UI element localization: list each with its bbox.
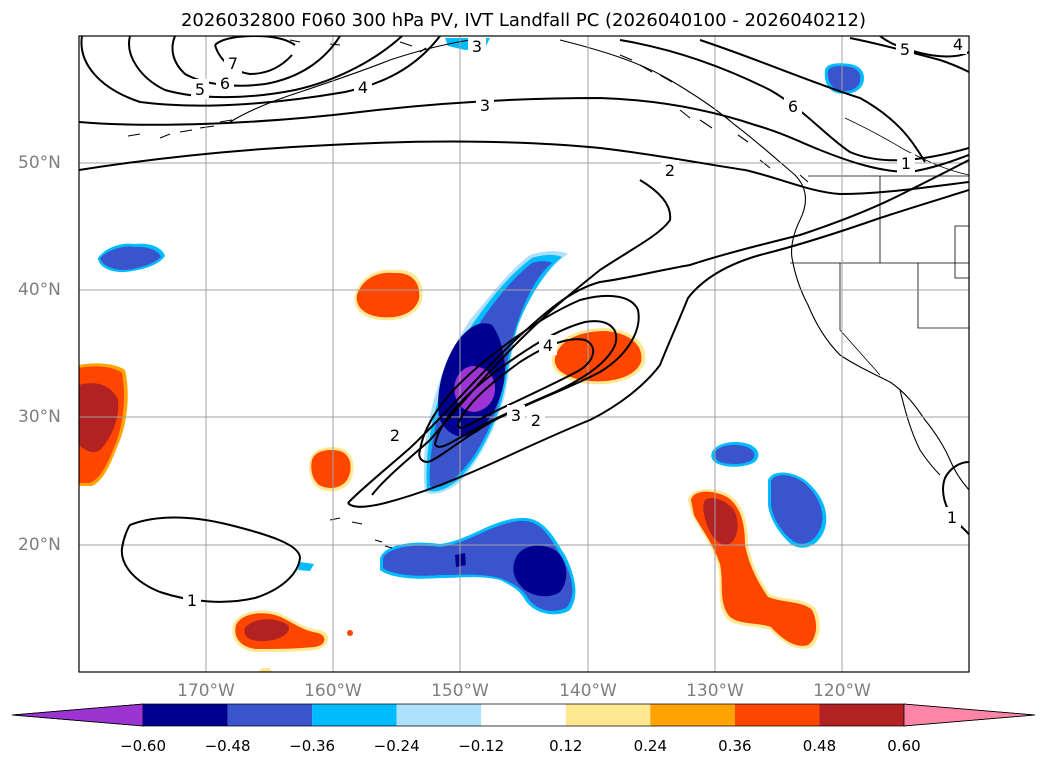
contour-label: 2 xyxy=(390,426,400,445)
positive-anomaly-dot xyxy=(347,630,353,636)
us-west-coast xyxy=(791,219,969,491)
contour-label: 2 xyxy=(665,161,675,180)
lon-tick-label: 140°W xyxy=(559,681,617,701)
colorbar-tick-label: −0.24 xyxy=(373,737,420,755)
alaska-islands xyxy=(619,54,809,183)
contour-label: 5 xyxy=(900,40,910,59)
negative-anomaly-ne xyxy=(827,66,861,92)
positive-anomaly-center xyxy=(554,331,642,382)
contour-label: 4 xyxy=(543,336,553,355)
contour-1 xyxy=(371,179,672,496)
contour-label: 1 xyxy=(947,508,957,527)
lon-tick-label: 130°W xyxy=(686,681,744,701)
colorbar-bin xyxy=(481,704,566,726)
positive-anomaly-edge xyxy=(258,668,272,672)
gridlines xyxy=(79,36,969,672)
contour-label: 3 xyxy=(472,37,482,56)
lat-tick-label: 20°N xyxy=(18,535,61,555)
lon-tick-label: 160°W xyxy=(304,681,362,701)
state-borders xyxy=(790,176,969,376)
contour-4 xyxy=(849,37,969,73)
contour-5-ne xyxy=(879,36,969,58)
contour-label: 1 xyxy=(901,154,911,173)
negative-anomaly-small xyxy=(298,562,314,571)
colorbar-bin xyxy=(312,704,397,726)
map-panel: 7 6 5 4 3 2 1 6 5 4 3 2 4 3 xyxy=(79,35,969,672)
colorbar-tick-label: 0.36 xyxy=(718,737,752,755)
contour-label: 2 xyxy=(531,411,541,430)
positive-anomaly-s xyxy=(311,450,351,488)
contour-7 xyxy=(214,36,296,46)
contour-7 xyxy=(214,44,293,76)
alaska-coast xyxy=(229,39,471,123)
contour-label: 5 xyxy=(195,80,205,99)
contour-5 xyxy=(699,39,926,163)
contour-label: 3 xyxy=(480,96,490,115)
colorbar-extend-high xyxy=(903,703,1036,727)
political-borders xyxy=(790,117,969,376)
canada-interior xyxy=(844,117,969,176)
colorbar-tick-label: 0.24 xyxy=(633,737,668,755)
contour-2 xyxy=(79,140,746,171)
bc-coast xyxy=(559,39,806,221)
lat-tick-label: 40°N xyxy=(18,280,61,300)
baja xyxy=(899,389,941,476)
contour-1-sw xyxy=(120,516,302,603)
contour-1-se xyxy=(942,461,969,536)
contour-label: 6 xyxy=(788,97,798,116)
contour-label: 7 xyxy=(228,54,238,73)
colorbar-tick-label: 0.12 xyxy=(549,737,583,755)
contour-label: 6 xyxy=(220,74,230,93)
contour-labels: 7 6 5 4 3 2 1 6 5 4 3 2 4 3 xyxy=(183,35,967,610)
colorbar-tick-label: 0.48 xyxy=(802,737,837,755)
lon-tick-label: 150°W xyxy=(431,681,489,701)
colorbar-tick-label: −0.12 xyxy=(458,737,505,755)
colorbar-tick-label: −0.48 xyxy=(204,737,251,755)
lon-tick-label: 120°W xyxy=(813,681,871,701)
contour-label: 3 xyxy=(511,406,521,425)
colorbar-bin xyxy=(227,704,313,726)
contour-5 xyxy=(128,36,403,99)
colorbar-bin xyxy=(143,704,228,726)
positive-anomaly-w-core xyxy=(79,383,119,453)
contour-4 xyxy=(80,36,441,107)
contour-1 xyxy=(347,189,969,508)
negative-anomaly-east2 xyxy=(771,475,823,544)
negative-anomaly-nw xyxy=(100,246,161,270)
positive-anomaly-e-core xyxy=(703,498,738,546)
colorbar-tick-label: 0.60 xyxy=(887,737,921,755)
colorbar-bin xyxy=(396,704,482,726)
colorbar-bin xyxy=(734,704,820,726)
contour-4 xyxy=(457,338,595,430)
positive-anomaly-sw-core xyxy=(244,619,289,642)
contour-1 xyxy=(347,159,969,504)
contour-label: 4 xyxy=(953,35,963,54)
colorbar-bin xyxy=(565,704,651,726)
contour-2 xyxy=(418,294,640,464)
lat-tick-label: 30°N xyxy=(18,407,61,427)
colorbar-bin xyxy=(650,704,735,726)
contour-2 xyxy=(744,169,969,196)
map-title: 2026032800 F060 300 hPa PV, IVT Landfall… xyxy=(180,10,867,31)
colorbar-tick-label: −0.60 xyxy=(120,737,166,755)
colorbar-extend-low xyxy=(11,703,144,727)
contour-label: 4 xyxy=(358,78,368,97)
colorbar-outline xyxy=(11,703,1036,727)
colorbar-tick-label: −0.36 xyxy=(289,737,336,755)
contour-label: 1 xyxy=(187,591,197,610)
contour-3 xyxy=(79,96,821,151)
positive-anomaly-n xyxy=(356,272,420,318)
hawaii-islands xyxy=(329,517,393,549)
map-frame xyxy=(78,35,970,673)
lon-tick-label: 170°W xyxy=(177,681,235,701)
colorbar xyxy=(11,703,1036,727)
negative-anomaly-east xyxy=(714,444,755,465)
contour-3 xyxy=(433,320,618,448)
colorbar-bin xyxy=(819,704,904,726)
negative-anomaly-hawaii-core xyxy=(513,545,567,597)
lat-tick-label: 50°N xyxy=(18,153,61,173)
